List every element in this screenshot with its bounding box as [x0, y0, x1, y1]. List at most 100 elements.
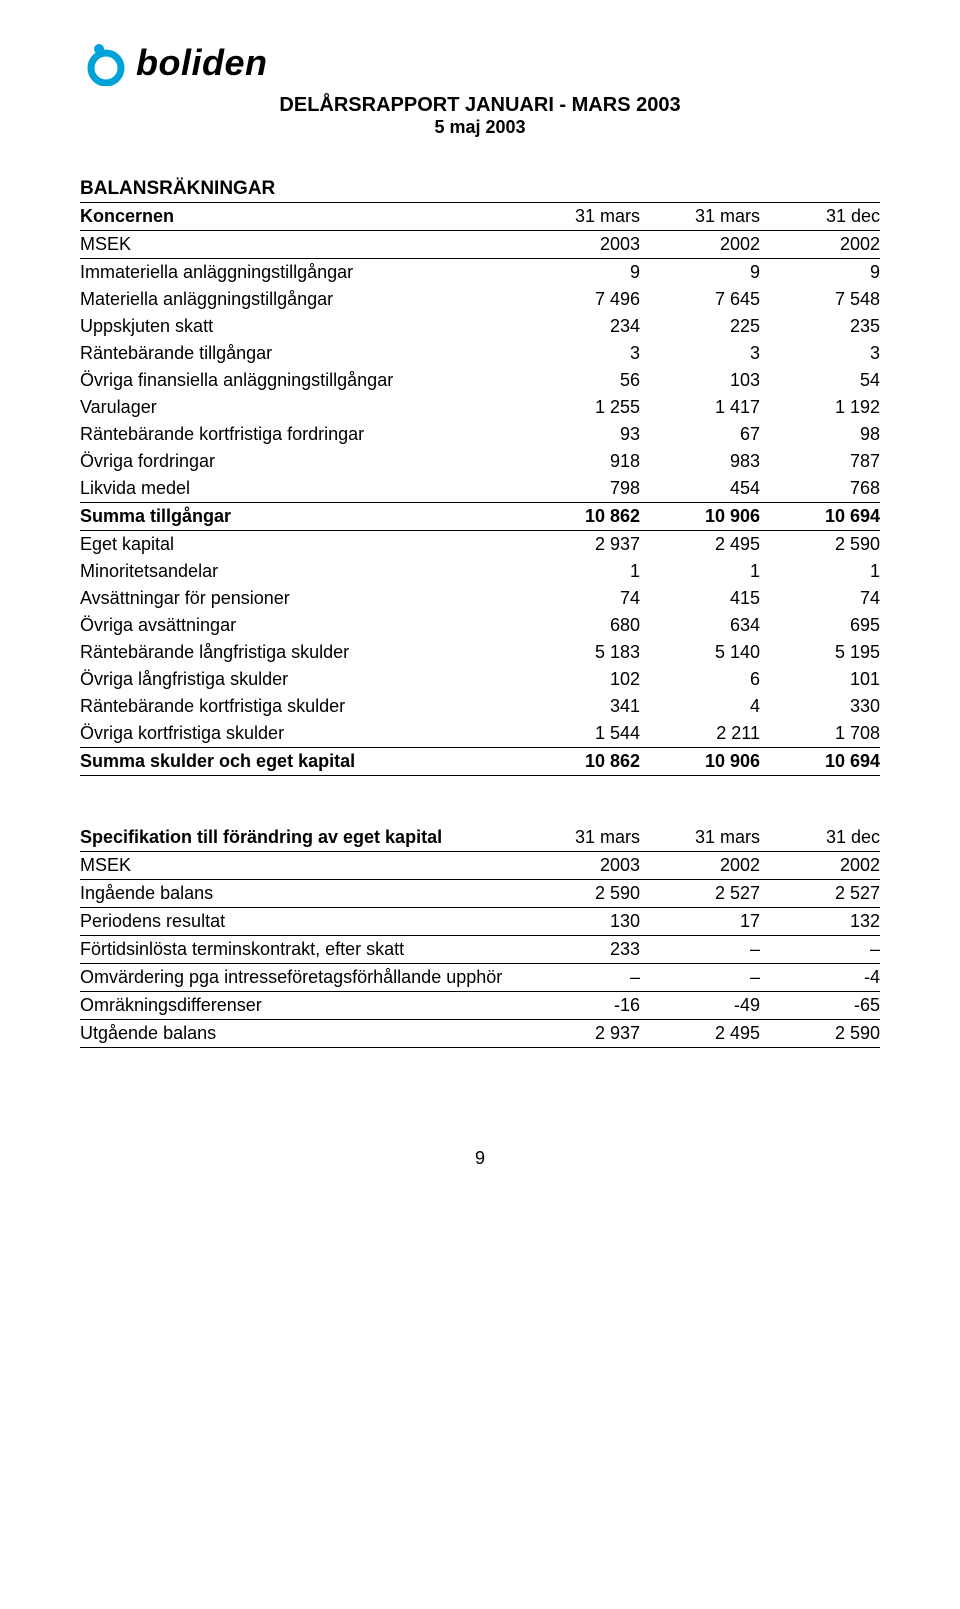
asset-row: Materiella anläggningstillgångar7 4967 6…: [80, 286, 880, 313]
unit-label: MSEK: [80, 231, 520, 259]
year-header: 2002: [760, 852, 880, 880]
row-value: 5 195: [760, 639, 880, 666]
row-label: Likvida medel: [80, 475, 520, 503]
period-header: 31 mars: [520, 824, 640, 852]
row-value: 2 590: [760, 531, 880, 559]
year-header: 2003: [520, 852, 640, 880]
row-value: 2 527: [640, 880, 760, 908]
row-value: 1: [640, 558, 760, 585]
asset-row: Räntebärande tillgångar333: [80, 340, 880, 367]
balance-table: Koncernen31 mars31 mars31 decMSEK2003200…: [80, 203, 880, 776]
report-subtitle: 5 maj 2003: [80, 117, 880, 138]
row-value: 787: [760, 448, 880, 475]
row-label: Minoritetsandelar: [80, 558, 520, 585]
row-value: 93: [520, 421, 640, 448]
spec-row: Utgående balans2 9372 4952 590: [80, 1020, 880, 1048]
asset-row: Likvida medel798454768: [80, 475, 880, 503]
row-value: 74: [520, 585, 640, 612]
balance-header-period-row: Koncernen31 mars31 mars31 dec: [80, 203, 880, 231]
row-value: 2 495: [640, 531, 760, 559]
row-value: 56: [520, 367, 640, 394]
group-label: Koncernen: [80, 203, 520, 231]
equity-row: Övriga avsättningar680634695: [80, 612, 880, 639]
asset-row: Varulager1 2551 4171 192: [80, 394, 880, 421]
row-value: 7 496: [520, 286, 640, 313]
period-header: 31 dec: [760, 203, 880, 231]
row-value: 415: [640, 585, 760, 612]
row-value: 2 495: [640, 1020, 760, 1048]
row-value: 1 708: [760, 720, 880, 748]
row-value: 235: [760, 313, 880, 340]
row-value: 2 937: [520, 531, 640, 559]
spec-title: Specifikation till förändring av eget ka…: [80, 824, 520, 852]
asset-row: Räntebärande kortfristiga fordringar9367…: [80, 421, 880, 448]
row-label: Övriga avsättningar: [80, 612, 520, 639]
equity-total-row: Summa skulder och eget kapital10 86210 9…: [80, 748, 880, 776]
row-value: 341: [520, 693, 640, 720]
row-value: 3: [520, 340, 640, 367]
boliden-logomark-icon: [80, 40, 126, 86]
balance-header-year-row: MSEK200320022002: [80, 231, 880, 259]
row-label: Omräkningsdifferenser: [80, 992, 520, 1020]
equity-row: Räntebärande långfristiga skulder5 1835 …: [80, 639, 880, 666]
row-value: 98: [760, 421, 880, 448]
spec-header-period-row: Specifikation till förändring av eget ka…: [80, 824, 880, 852]
row-value: 67: [640, 421, 760, 448]
assets-total-row: Summa tillgångar10 86210 90610 694: [80, 503, 880, 531]
period-header: 31 mars: [640, 203, 760, 231]
row-label: Räntebärande kortfristiga skulder: [80, 693, 520, 720]
row-value: –: [760, 936, 880, 964]
row-label: Räntebärande kortfristiga fordringar: [80, 421, 520, 448]
row-label: Förtidsinlösta terminskontrakt, efter sk…: [80, 936, 520, 964]
row-value: 1 255: [520, 394, 640, 421]
spec-row: Förtidsinlösta terminskontrakt, efter sk…: [80, 936, 880, 964]
year-header: 2002: [640, 231, 760, 259]
row-value: 798: [520, 475, 640, 503]
row-value: –: [520, 964, 640, 992]
row-value: –: [640, 936, 760, 964]
row-value: 9: [760, 259, 880, 287]
row-value: 768: [760, 475, 880, 503]
total-value: 10 862: [520, 503, 640, 531]
total-value: 10 906: [640, 503, 760, 531]
row-value: 1 192: [760, 394, 880, 421]
row-value: 634: [640, 612, 760, 639]
row-value: 2 527: [760, 880, 880, 908]
row-label: Materiella anläggningstillgångar: [80, 286, 520, 313]
row-value: 2 211: [640, 720, 760, 748]
row-label: Omvärdering pga intresseföretagsförhålla…: [80, 964, 520, 992]
row-value: 983: [640, 448, 760, 475]
row-label: Räntebärande långfristiga skulder: [80, 639, 520, 666]
spec-row: Periodens resultat13017132: [80, 908, 880, 936]
total-value: 10 862: [520, 748, 640, 776]
row-label: Periodens resultat: [80, 908, 520, 936]
balance-section-title: BALANSRÄKNINGAR: [80, 178, 880, 203]
row-label: Övriga kortfristiga skulder: [80, 720, 520, 748]
row-value: 9: [520, 259, 640, 287]
report-title: DELÅRSRAPPORT JANUARI - MARS 2003: [80, 94, 880, 117]
row-value: 680: [520, 612, 640, 639]
row-label: Övriga fordringar: [80, 448, 520, 475]
row-value: 695: [760, 612, 880, 639]
equity-row: Övriga kortfristiga skulder1 5442 2111 7…: [80, 720, 880, 748]
row-value: -65: [760, 992, 880, 1020]
period-header: 31 dec: [760, 824, 880, 852]
row-value: 330: [760, 693, 880, 720]
row-value: 9: [640, 259, 760, 287]
row-label: Övriga finansiella anläggningstillgångar: [80, 367, 520, 394]
row-label: Övriga långfristiga skulder: [80, 666, 520, 693]
row-label: Uppskjuten skatt: [80, 313, 520, 340]
row-value: 1 544: [520, 720, 640, 748]
period-header: 31 mars: [640, 824, 760, 852]
row-value: -16: [520, 992, 640, 1020]
row-value: 918: [520, 448, 640, 475]
spec-row: Ingående balans2 5902 5272 527: [80, 880, 880, 908]
row-value: 103: [640, 367, 760, 394]
row-label: Immateriella anläggningstillgångar: [80, 259, 520, 287]
asset-row: Immateriella anläggningstillgångar999: [80, 259, 880, 287]
total-label: Summa tillgångar: [80, 503, 520, 531]
year-header: 2003: [520, 231, 640, 259]
row-label: Räntebärande tillgångar: [80, 340, 520, 367]
row-value: 4: [640, 693, 760, 720]
year-header: 2002: [760, 231, 880, 259]
